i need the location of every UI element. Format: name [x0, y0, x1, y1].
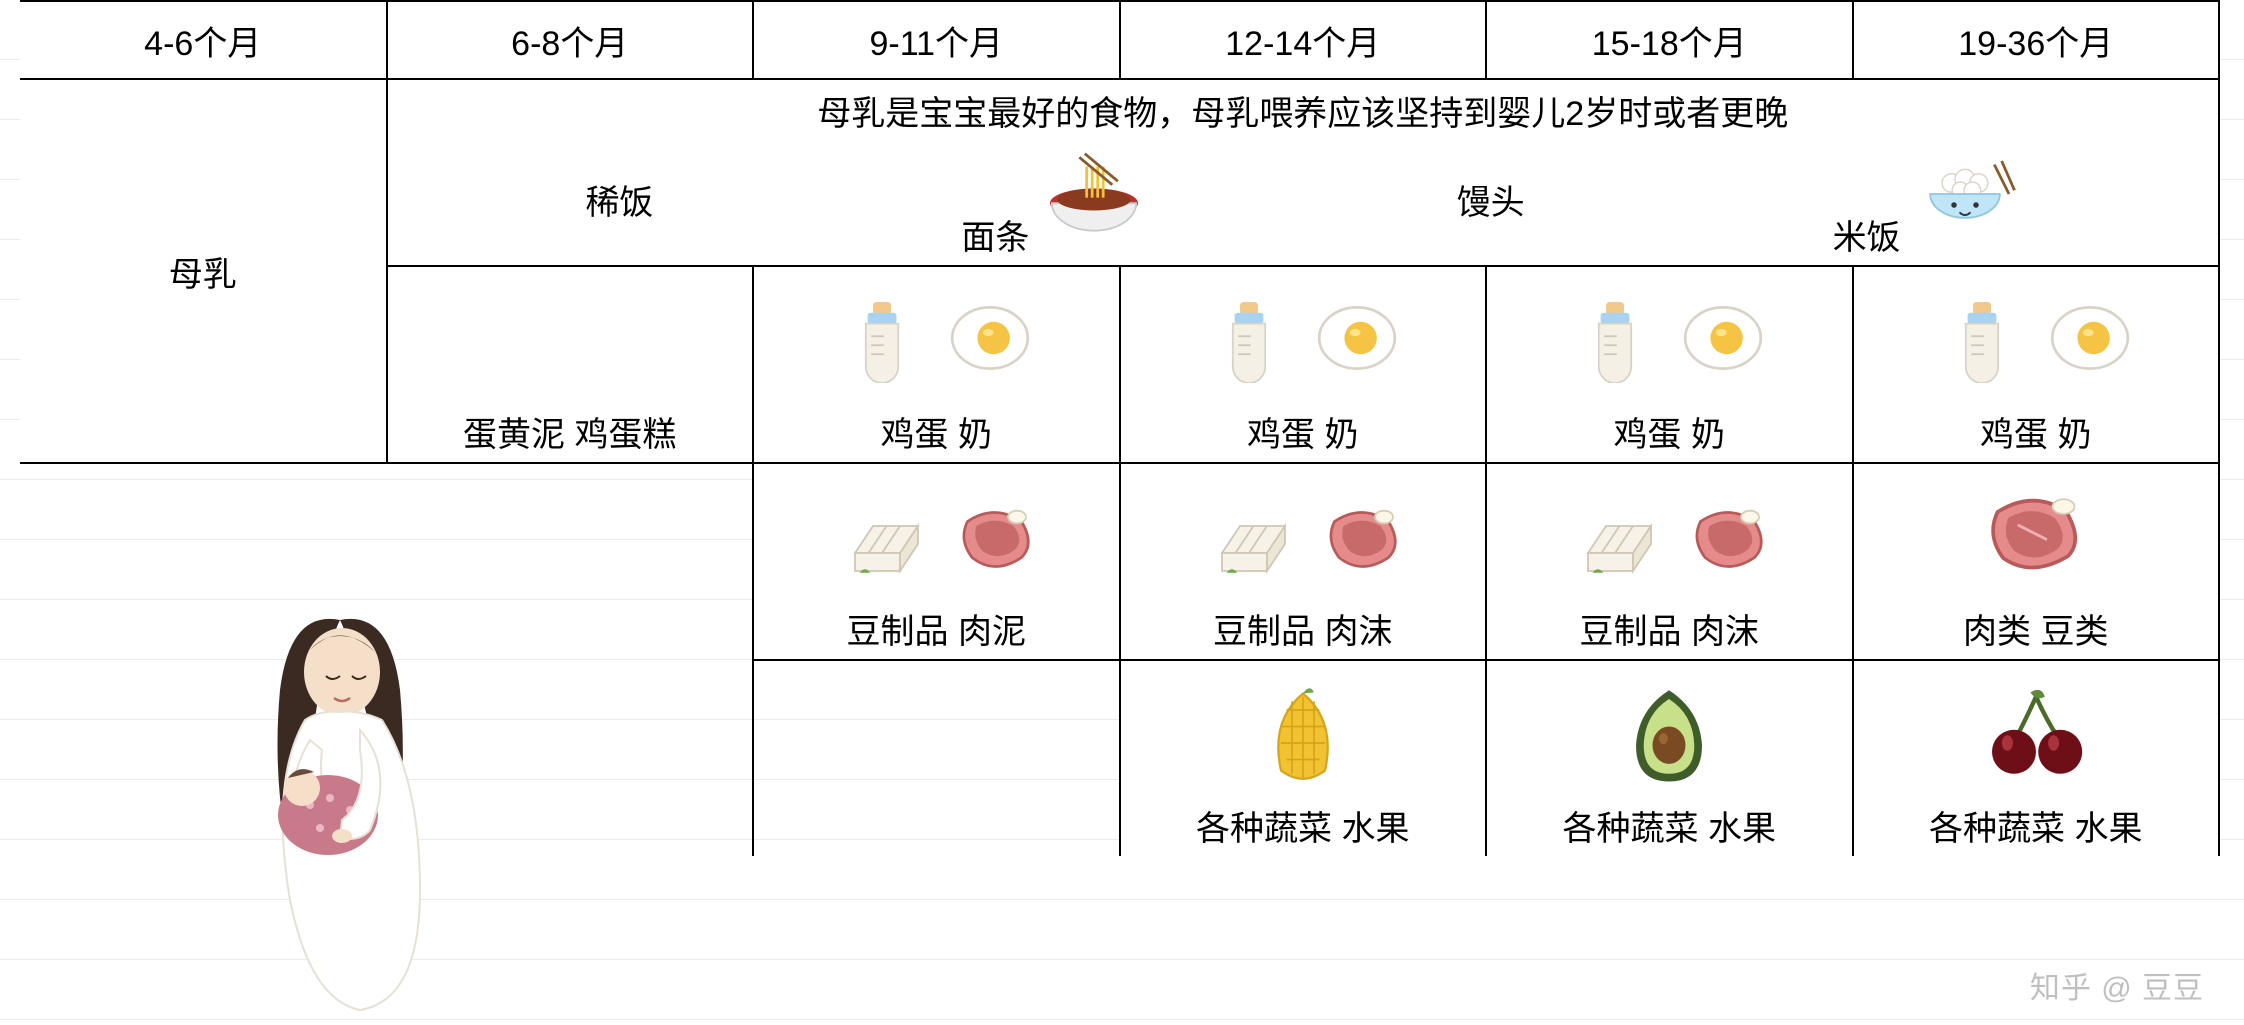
bottle-icon — [1204, 293, 1294, 383]
noodles-icon — [1039, 139, 1149, 249]
egg-icon — [945, 293, 1035, 383]
cell-15-18-egg: 鸡蛋 奶 — [1486, 266, 1853, 463]
banner-staples: 稀饭 面条 馒头 米饭 — [392, 139, 2215, 259]
label-9-11-egg: 鸡蛋 奶 — [758, 407, 1115, 456]
col-header-2: 9-11个月 — [753, 1, 1120, 79]
tofu-icon — [1570, 490, 1660, 580]
cell-9-11-egg: 鸡蛋 奶 — [753, 266, 1120, 463]
cell-9-11-empty — [753, 660, 1120, 856]
meat-icon — [945, 490, 1035, 580]
col-header-5: 19-36个月 — [1853, 1, 2220, 79]
cell-19-36-egg: 鸡蛋 奶 — [1853, 266, 2220, 463]
label-15-18-egg: 鸡蛋 奶 — [1491, 407, 1848, 456]
watermark: 知乎 @ 豆豆 — [2030, 963, 2204, 1007]
rice-icon — [1910, 139, 2020, 249]
staple-2: 馒头 — [1457, 175, 1525, 224]
banner-cell: 母乳是宝宝最好的食物，母乳喂养应该坚持到婴儿2岁时或者更晚 稀饭 面条 馒头 米… — [387, 79, 2220, 266]
staple-0: 稀饭 — [585, 175, 653, 224]
label-9-11-protein: 豆制品 肉泥 — [758, 604, 1115, 653]
col-header-4: 15-18个月 — [1486, 1, 1853, 79]
meat-large-icon — [1981, 480, 2091, 590]
cell-6-8-egg: 蛋黄泥 鸡蛋糕 — [387, 266, 754, 463]
label-19-36-protein: 肉类 豆类 — [1858, 604, 2215, 653]
row-label-breastmilk: 母乳 — [20, 79, 387, 463]
label-6-8-egg: 蛋黄泥 鸡蛋糕 — [392, 407, 749, 456]
corn-icon — [1248, 677, 1358, 787]
col-header-1: 6-8个月 — [387, 1, 754, 79]
staple-3-label: 米饭 — [1833, 219, 1901, 257]
staple-1-label: 面条 — [961, 219, 1029, 257]
egg-icon — [2045, 293, 2135, 383]
col-header-0: 4-6个月 — [20, 1, 387, 79]
mother-baby-illustration — [210, 580, 470, 1020]
avocado-icon — [1614, 677, 1724, 787]
cell-12-14-fruit: 各种蔬菜 水果 — [1120, 660, 1487, 856]
label-15-18-fruit: 各种蔬菜 水果 — [1491, 801, 1848, 850]
cell-15-18-fruit: 各种蔬菜 水果 — [1486, 660, 1853, 856]
egg-icon — [1678, 293, 1768, 383]
cell-12-14-protein: 豆制品 肉沫 — [1120, 463, 1487, 660]
col-header-3: 12-14个月 — [1120, 1, 1487, 79]
tofu-icon — [837, 490, 927, 580]
staple-3: 米饭 — [1833, 139, 2020, 259]
egg-icon — [1312, 293, 1402, 383]
label-15-18-protein: 豆制品 肉沫 — [1491, 604, 1848, 653]
label-12-14-protein: 豆制品 肉沫 — [1125, 604, 1482, 653]
banner-text: 母乳是宝宝最好的食物，母乳喂养应该坚持到婴儿2岁时或者更晚 — [392, 86, 2215, 135]
meat-icon — [1312, 490, 1402, 580]
cell-12-14-egg: 鸡蛋 奶 — [1120, 266, 1487, 463]
tofu-icon — [1204, 490, 1294, 580]
bottle-icon — [837, 293, 927, 383]
label-19-36-egg: 鸡蛋 奶 — [1858, 407, 2215, 456]
cell-15-18-protein: 豆制品 肉沫 — [1486, 463, 1853, 660]
header-row: 4-6个月 6-8个月 9-11个月 12-14个月 15-18个月 19-36… — [20, 1, 2219, 79]
cell-19-36-fruit: 各种蔬菜 水果 — [1853, 660, 2220, 856]
label-12-14-fruit: 各种蔬菜 水果 — [1125, 801, 1482, 850]
cherries-icon — [1981, 677, 2091, 787]
bottle-icon — [1937, 293, 2027, 383]
staple-1: 面条 — [961, 139, 1148, 259]
meat-icon — [1678, 490, 1768, 580]
bottle-icon — [1570, 293, 1660, 383]
cell-19-36-protein: 肉类 豆类 — [1853, 463, 2220, 660]
cell-9-11-protein: 豆制品 肉泥 — [753, 463, 1120, 660]
banner-row: 母乳 母乳是宝宝最好的食物，母乳喂养应该坚持到婴儿2岁时或者更晚 稀饭 面条 馒… — [20, 79, 2219, 266]
label-19-36-fruit: 各种蔬菜 水果 — [1858, 801, 2215, 850]
label-12-14-egg: 鸡蛋 奶 — [1125, 407, 1482, 456]
